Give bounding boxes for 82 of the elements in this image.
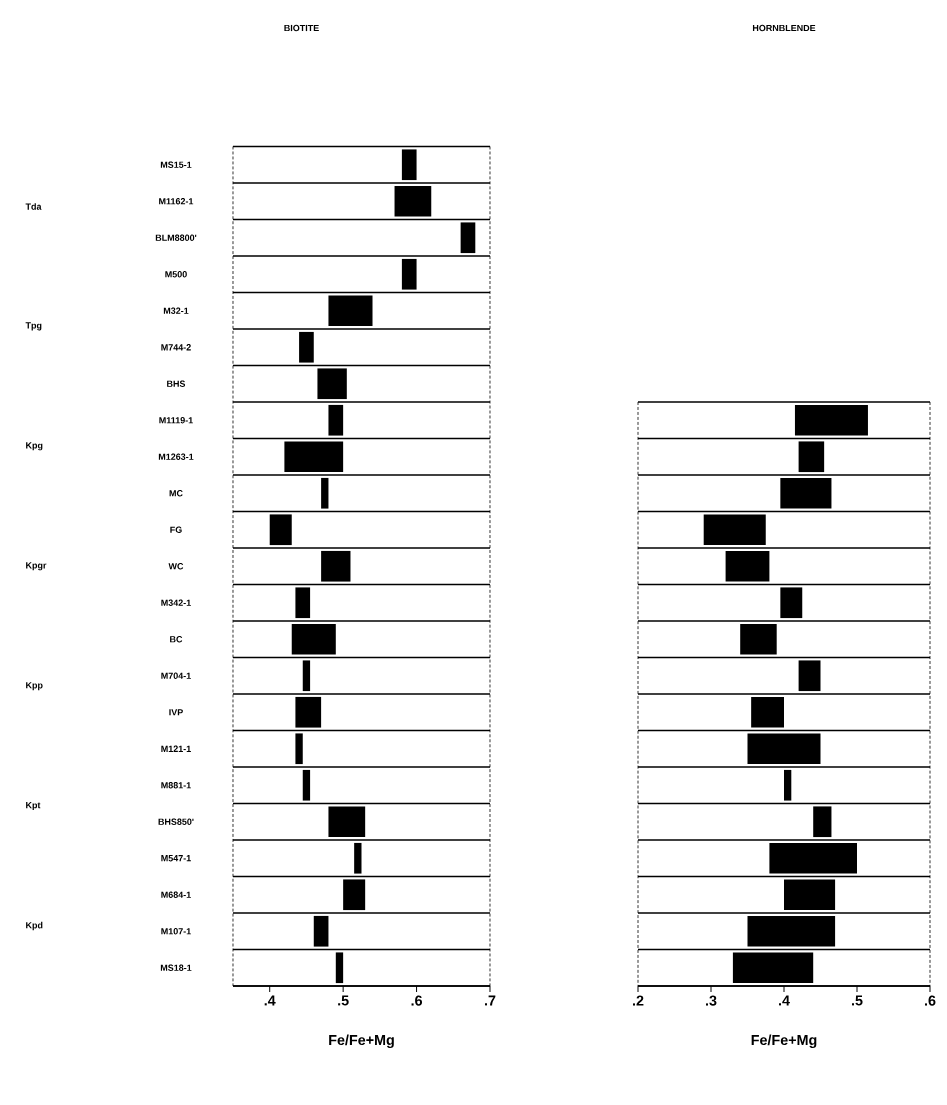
y-tick-label: M342-1 <box>161 599 191 606</box>
bar <box>299 331 314 363</box>
y-tick-label: M1162-1 <box>159 198 194 205</box>
text: Kpg <box>26 442 43 451</box>
x-axis-title: Fe/Fe+Mg <box>751 1034 817 1048</box>
bar <box>460 222 476 254</box>
chart-title: BIOTITE <box>284 24 319 32</box>
y-tick-label: M547-1 <box>161 855 191 862</box>
bar <box>798 441 825 473</box>
y-tick-label: M1263-1 <box>158 453 194 460</box>
text: Tda <box>25 203 42 210</box>
y-tick-label: M107-1 <box>161 928 191 935</box>
bar <box>343 879 366 911</box>
bar <box>295 587 311 619</box>
y-tick-label: MC <box>169 490 183 497</box>
bar <box>780 587 803 619</box>
bar <box>328 404 344 436</box>
x-tick-label: .4 <box>264 995 276 1006</box>
x-tick-label: .5 <box>338 995 349 1006</box>
text: Kpgr <box>26 562 47 571</box>
text: Kpt <box>26 802 41 811</box>
bar <box>269 514 292 546</box>
x-tick-label: .5 <box>851 995 863 1006</box>
bar <box>317 368 347 400</box>
y-tick-label: IVP <box>169 709 183 716</box>
y-tick-label: M121-1 <box>161 745 191 752</box>
x-tick-label: .6 <box>411 995 423 1006</box>
text: Kpd <box>26 921 43 931</box>
y-tick-label: M1119-1 <box>159 417 193 424</box>
chart-title: HORNBLENDE <box>752 24 816 32</box>
bar <box>295 696 322 728</box>
bar <box>725 550 770 582</box>
bar <box>813 806 832 838</box>
bar <box>291 623 336 655</box>
bar <box>354 842 362 874</box>
y-tick-label: BLM8800' <box>155 234 197 241</box>
bar <box>769 842 857 874</box>
bar <box>740 623 777 655</box>
bar <box>703 514 766 546</box>
y-tick-label: BC <box>170 636 183 643</box>
bar <box>394 185 432 217</box>
y-tick-label: M881-1 <box>161 782 191 789</box>
bar <box>401 149 417 181</box>
bar <box>328 295 373 327</box>
y-tick-label: M684-1 <box>161 891 191 898</box>
bar <box>780 477 832 509</box>
x-tick-label: .7 <box>484 995 496 1006</box>
bar <box>798 660 821 692</box>
y-tick-label: M704-1 <box>161 672 191 679</box>
bar <box>313 915 329 947</box>
y-tick-label: MS15-1 <box>160 161 192 168</box>
y-tick-label: BHS850' <box>158 818 194 825</box>
bar <box>784 879 836 911</box>
bar <box>284 441 344 473</box>
y-tick-label: FG <box>170 526 182 533</box>
x-tick-label: .3 <box>705 995 717 1006</box>
bar <box>747 733 821 765</box>
x-tick-label: .2 <box>632 995 644 1006</box>
bar <box>302 660 311 692</box>
x-tick-label: .6 <box>924 995 936 1006</box>
bar <box>321 550 351 582</box>
bar <box>747 915 836 947</box>
bar <box>732 952 814 984</box>
bar <box>751 696 784 728</box>
text: Tpg <box>25 322 42 331</box>
x-axis-title: Fe/Fe+Mg <box>329 1034 394 1048</box>
bar <box>335 952 344 984</box>
y-tick-label: M500 <box>165 271 187 278</box>
y-tick-label: MS18-1 <box>160 964 192 971</box>
bar <box>328 806 366 838</box>
y-tick-label: M744-2 <box>161 344 191 351</box>
bar <box>302 769 311 801</box>
bar <box>794 404 868 436</box>
y-tick-label: BHS <box>167 380 186 387</box>
bar <box>401 258 417 290</box>
bar <box>321 477 329 509</box>
bar <box>295 733 303 765</box>
bar <box>784 769 792 801</box>
x-tick-label: .4 <box>778 995 790 1006</box>
y-tick-label: WC <box>168 563 184 570</box>
text: Kpp <box>26 682 43 691</box>
y-tick-label: M32-1 <box>163 307 189 314</box>
